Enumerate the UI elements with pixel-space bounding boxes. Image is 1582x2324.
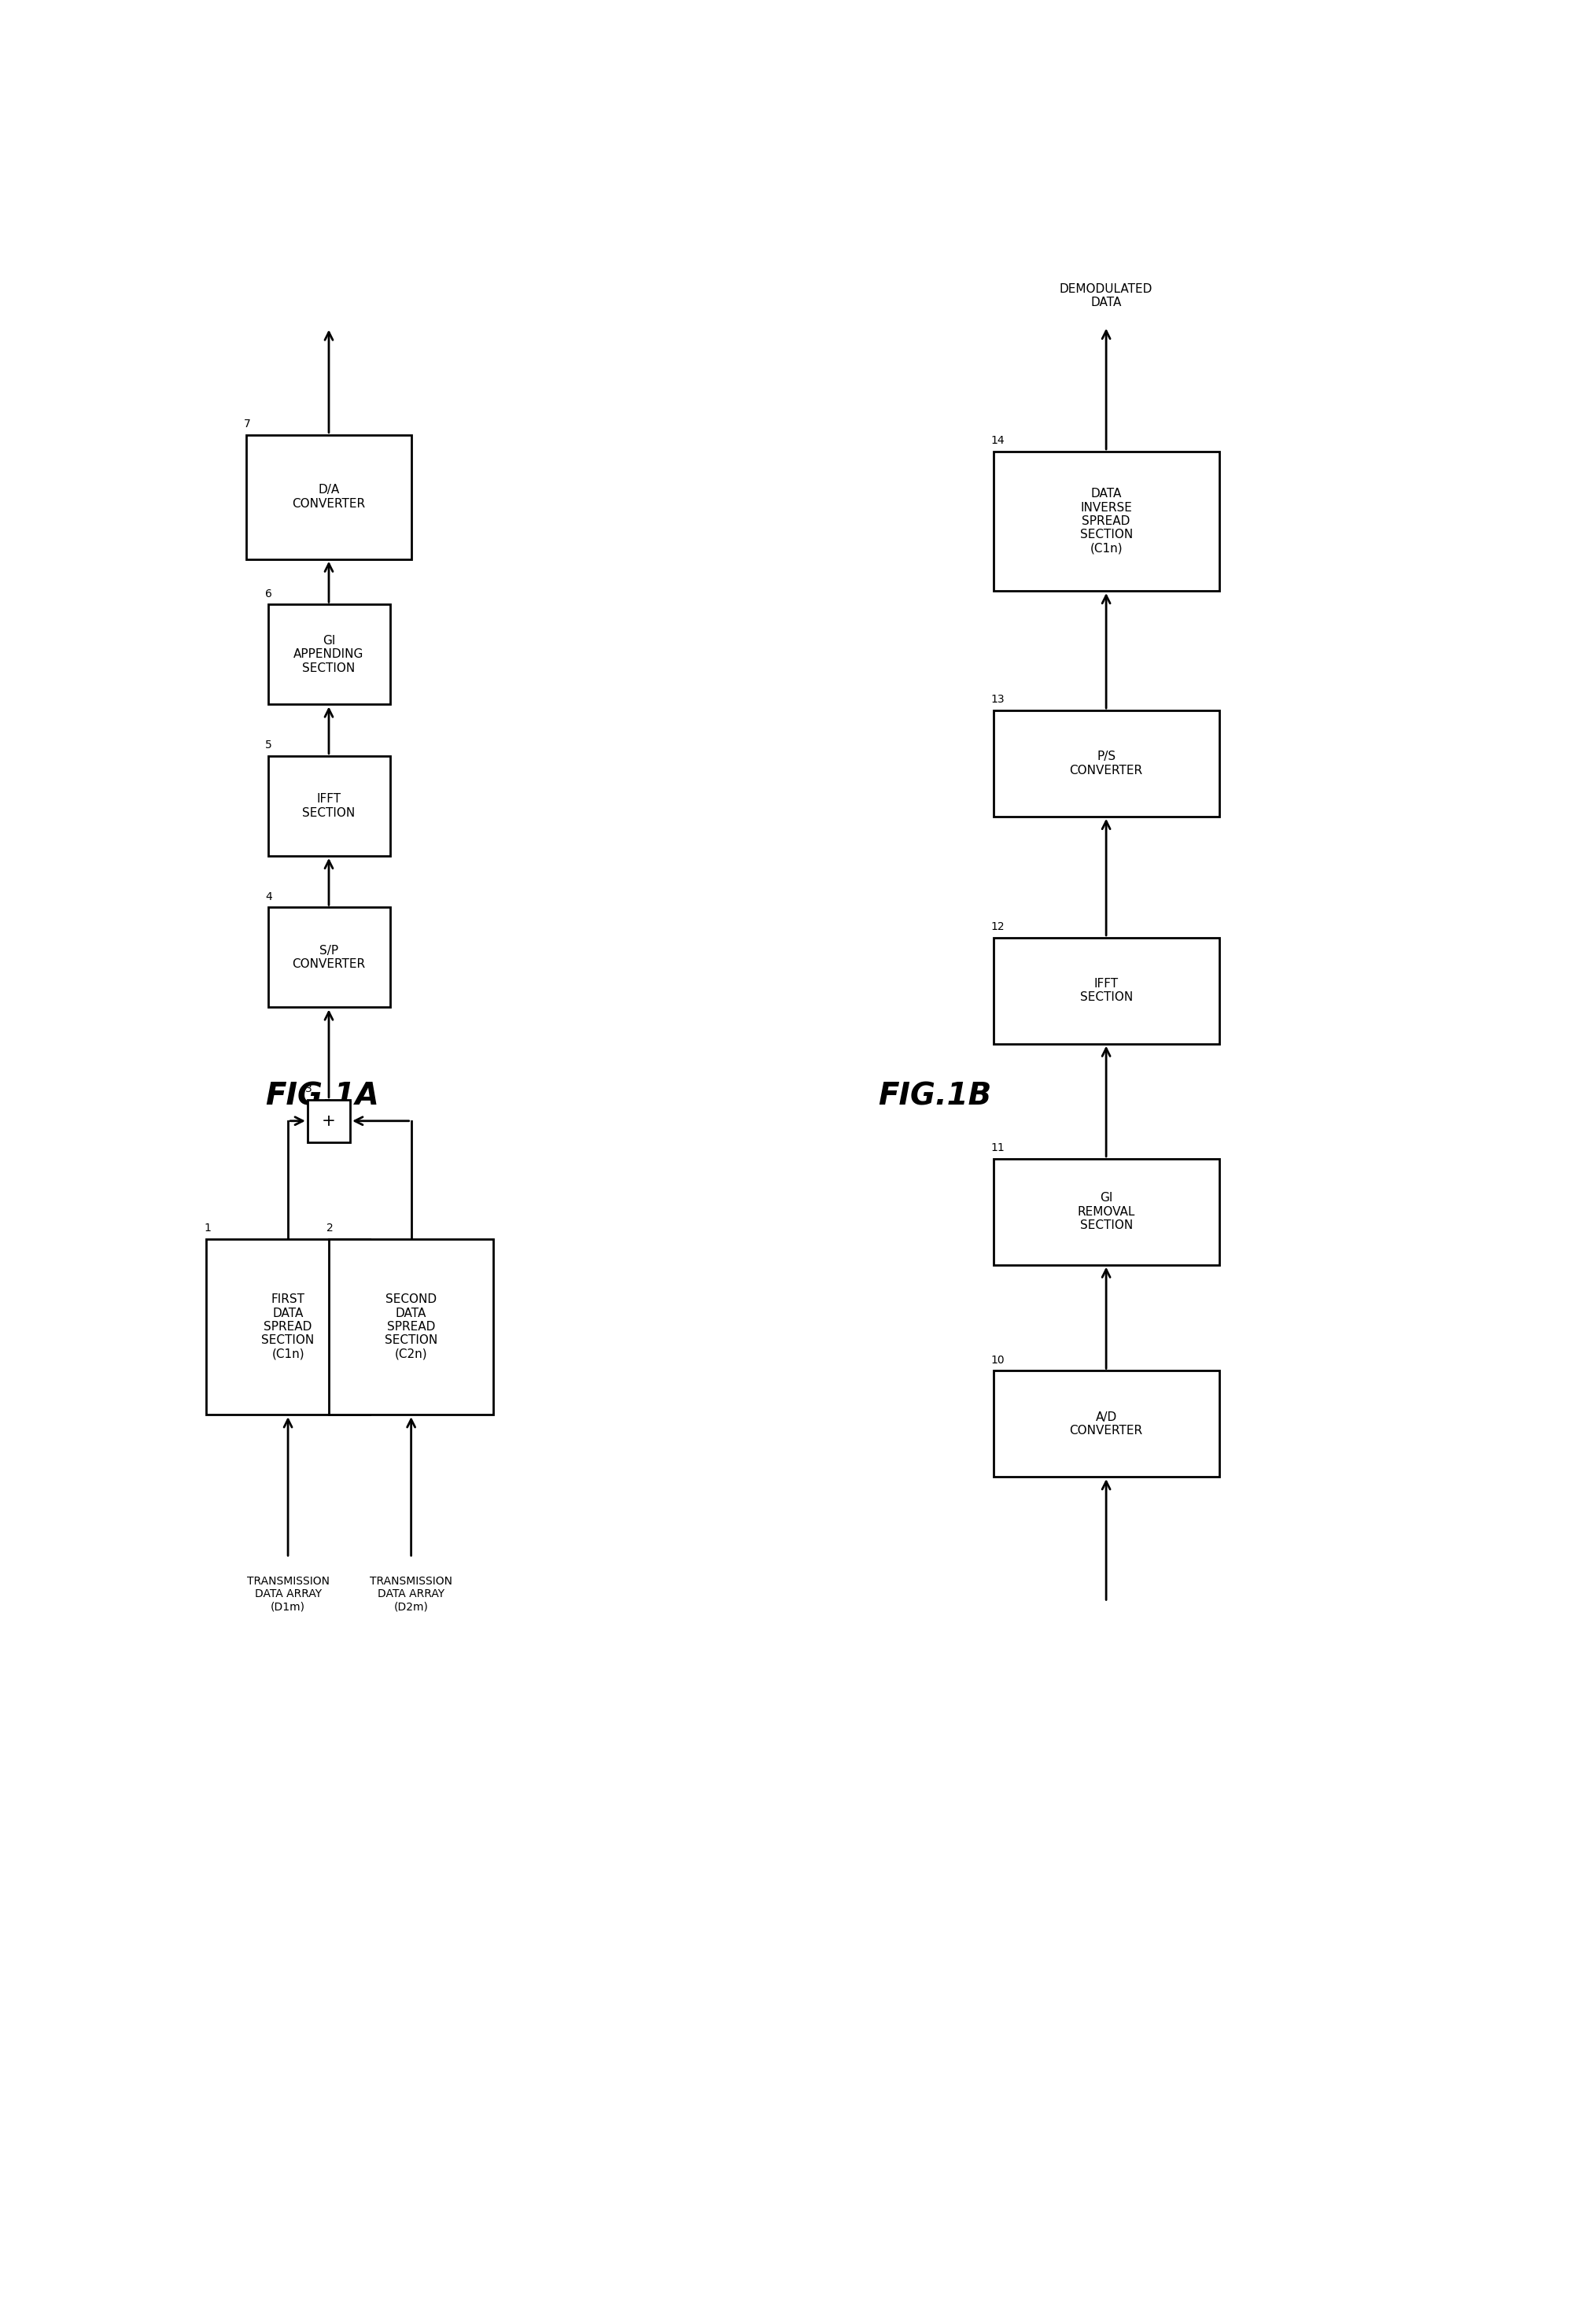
Bar (329, 1239, 494, 1415)
Text: S/P
CONVERTER: S/P CONVERTER (293, 944, 365, 969)
Text: GI
APPENDING
SECTION: GI APPENDING SECTION (294, 634, 364, 674)
Text: SECOND
DATA
SPREAD
SECTION
(C2n): SECOND DATA SPREAD SECTION (C2n) (384, 1294, 438, 1360)
Text: FIG.1B: FIG.1B (878, 1081, 992, 1111)
Text: 6: 6 (266, 588, 272, 600)
Bar (993, 711, 1220, 816)
Text: IFFT
SECTION: IFFT SECTION (1079, 978, 1133, 1004)
Text: FIRST
DATA
SPREAD
SECTION
(C1n): FIRST DATA SPREAD SECTION (C1n) (261, 1294, 315, 1360)
Text: GI
REMOVAL
SECTION: GI REMOVAL SECTION (1077, 1192, 1134, 1232)
Text: 3: 3 (305, 1083, 312, 1095)
Text: 5: 5 (266, 739, 272, 751)
Text: DATA
INVERSE
SPREAD
SECTION
(C1n): DATA INVERSE SPREAD SECTION (C1n) (1079, 488, 1133, 555)
Bar (993, 1160, 1220, 1264)
Text: 7: 7 (244, 418, 252, 430)
Text: +: + (321, 1113, 335, 1129)
Bar (993, 1371, 1220, 1476)
Bar (247, 435, 411, 560)
Text: 14: 14 (990, 435, 1005, 446)
Text: FIG.1A: FIG.1A (266, 1081, 380, 1111)
Text: 13: 13 (990, 695, 1005, 704)
Bar (307, 1099, 350, 1141)
Bar (267, 755, 389, 855)
Bar (267, 906, 389, 1006)
Bar (993, 451, 1220, 590)
Text: 4: 4 (266, 890, 272, 902)
Text: 11: 11 (990, 1143, 1005, 1153)
Text: 1: 1 (204, 1222, 210, 1234)
Text: TRANSMISSION
DATA ARRAY
(D2m): TRANSMISSION DATA ARRAY (D2m) (370, 1576, 452, 1613)
Text: D/A
CONVERTER: D/A CONVERTER (293, 483, 365, 509)
Text: 2: 2 (326, 1222, 334, 1234)
Text: 12: 12 (990, 920, 1005, 932)
Text: TRANSMISSION
DATA ARRAY
(D1m): TRANSMISSION DATA ARRAY (D1m) (247, 1576, 329, 1613)
Text: DEMODULATED
DATA: DEMODULATED DATA (1060, 284, 1153, 309)
Bar (267, 604, 389, 704)
Bar (206, 1239, 370, 1415)
Bar (993, 937, 1220, 1043)
Text: IFFT
SECTION: IFFT SECTION (302, 792, 356, 818)
Text: P/S
CONVERTER: P/S CONVERTER (1069, 751, 1142, 776)
Text: 10: 10 (990, 1355, 1005, 1367)
Text: A/D
CONVERTER: A/D CONVERTER (1069, 1411, 1142, 1436)
